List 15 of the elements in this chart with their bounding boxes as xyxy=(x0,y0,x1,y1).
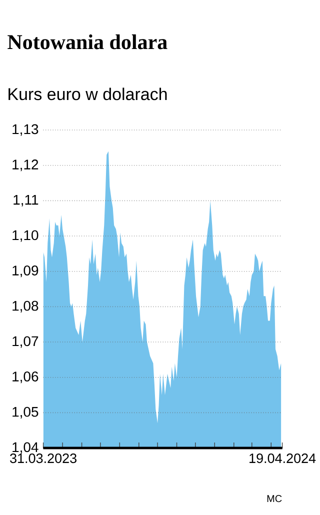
chart-title: Notowania dolara xyxy=(8,34,168,50)
y-tick-label: 1,11 xyxy=(14,194,38,206)
chart-subtitle: Kurs euro w dolarach xyxy=(8,88,167,100)
y-tick-label: 1,07 xyxy=(12,336,38,348)
y-tick-label: 1,09 xyxy=(12,266,38,278)
y-tick-label: 1,06 xyxy=(12,372,38,384)
y-tick-label: 1,10 xyxy=(12,230,38,242)
y-tick-label: 1,13 xyxy=(12,124,38,136)
y-tick-label: 1,05 xyxy=(12,406,38,418)
y-tick-label: 1,04 xyxy=(12,442,38,454)
x-tick-label: 31.03.2023 xyxy=(10,454,76,464)
x-tick-label: 19.04.2024 xyxy=(250,454,316,464)
y-tick-label: 1,08 xyxy=(12,300,38,312)
text: MC xyxy=(267,495,282,502)
y-tick-label: 1,12 xyxy=(12,160,38,172)
